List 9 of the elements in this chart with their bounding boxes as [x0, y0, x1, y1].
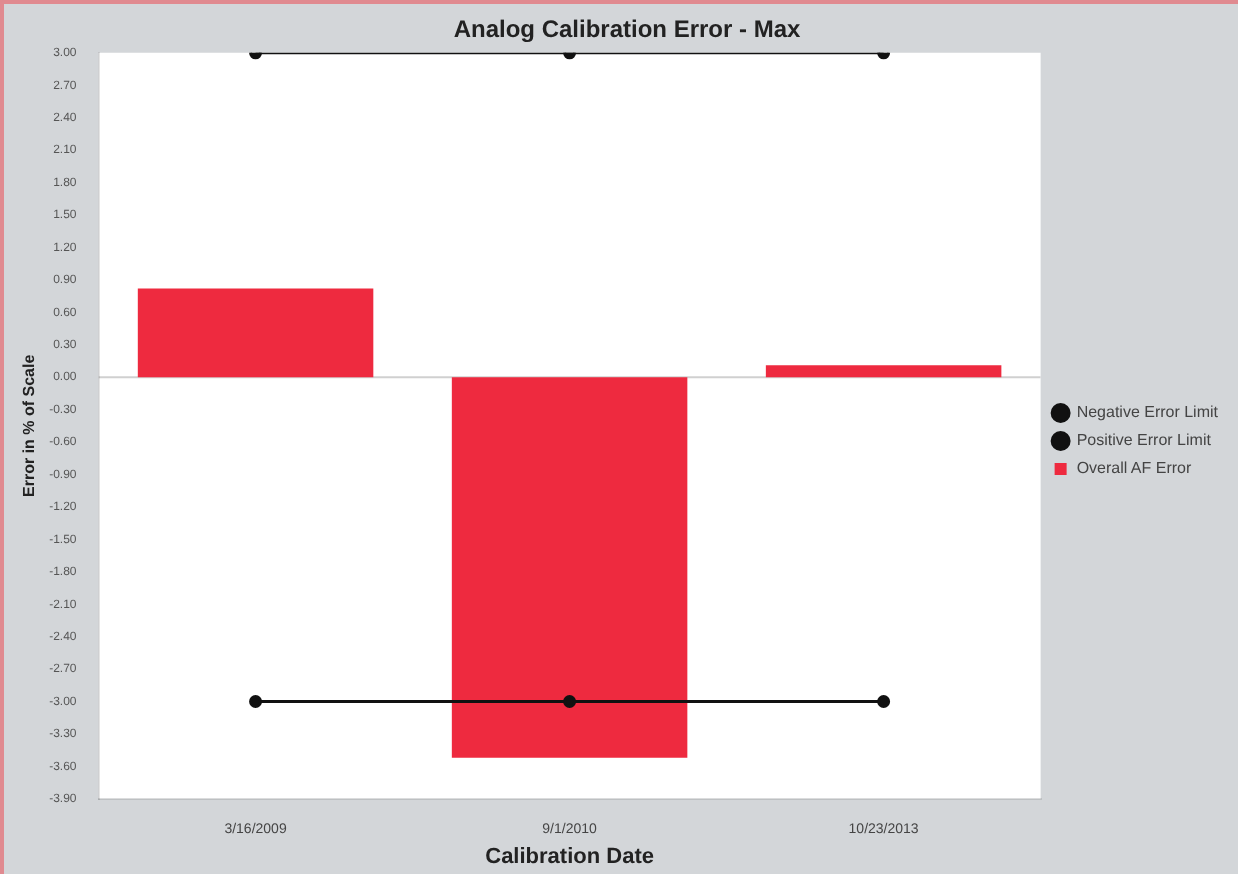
legend-label: Overall AF Error — [1076, 459, 1192, 478]
legend-label: Positive Error Limit — [1076, 431, 1213, 450]
bar — [451, 377, 688, 758]
chart-title: Analog Calibration Error - Max — [453, 15, 801, 44]
legend-label: Negative Error Limit — [1076, 403, 1220, 422]
bar — [137, 288, 374, 378]
bar — [765, 365, 1002, 378]
x-axis-title: Calibration Date — [485, 844, 654, 869]
y-axis-title: Error in % of Scale — [20, 353, 39, 497]
